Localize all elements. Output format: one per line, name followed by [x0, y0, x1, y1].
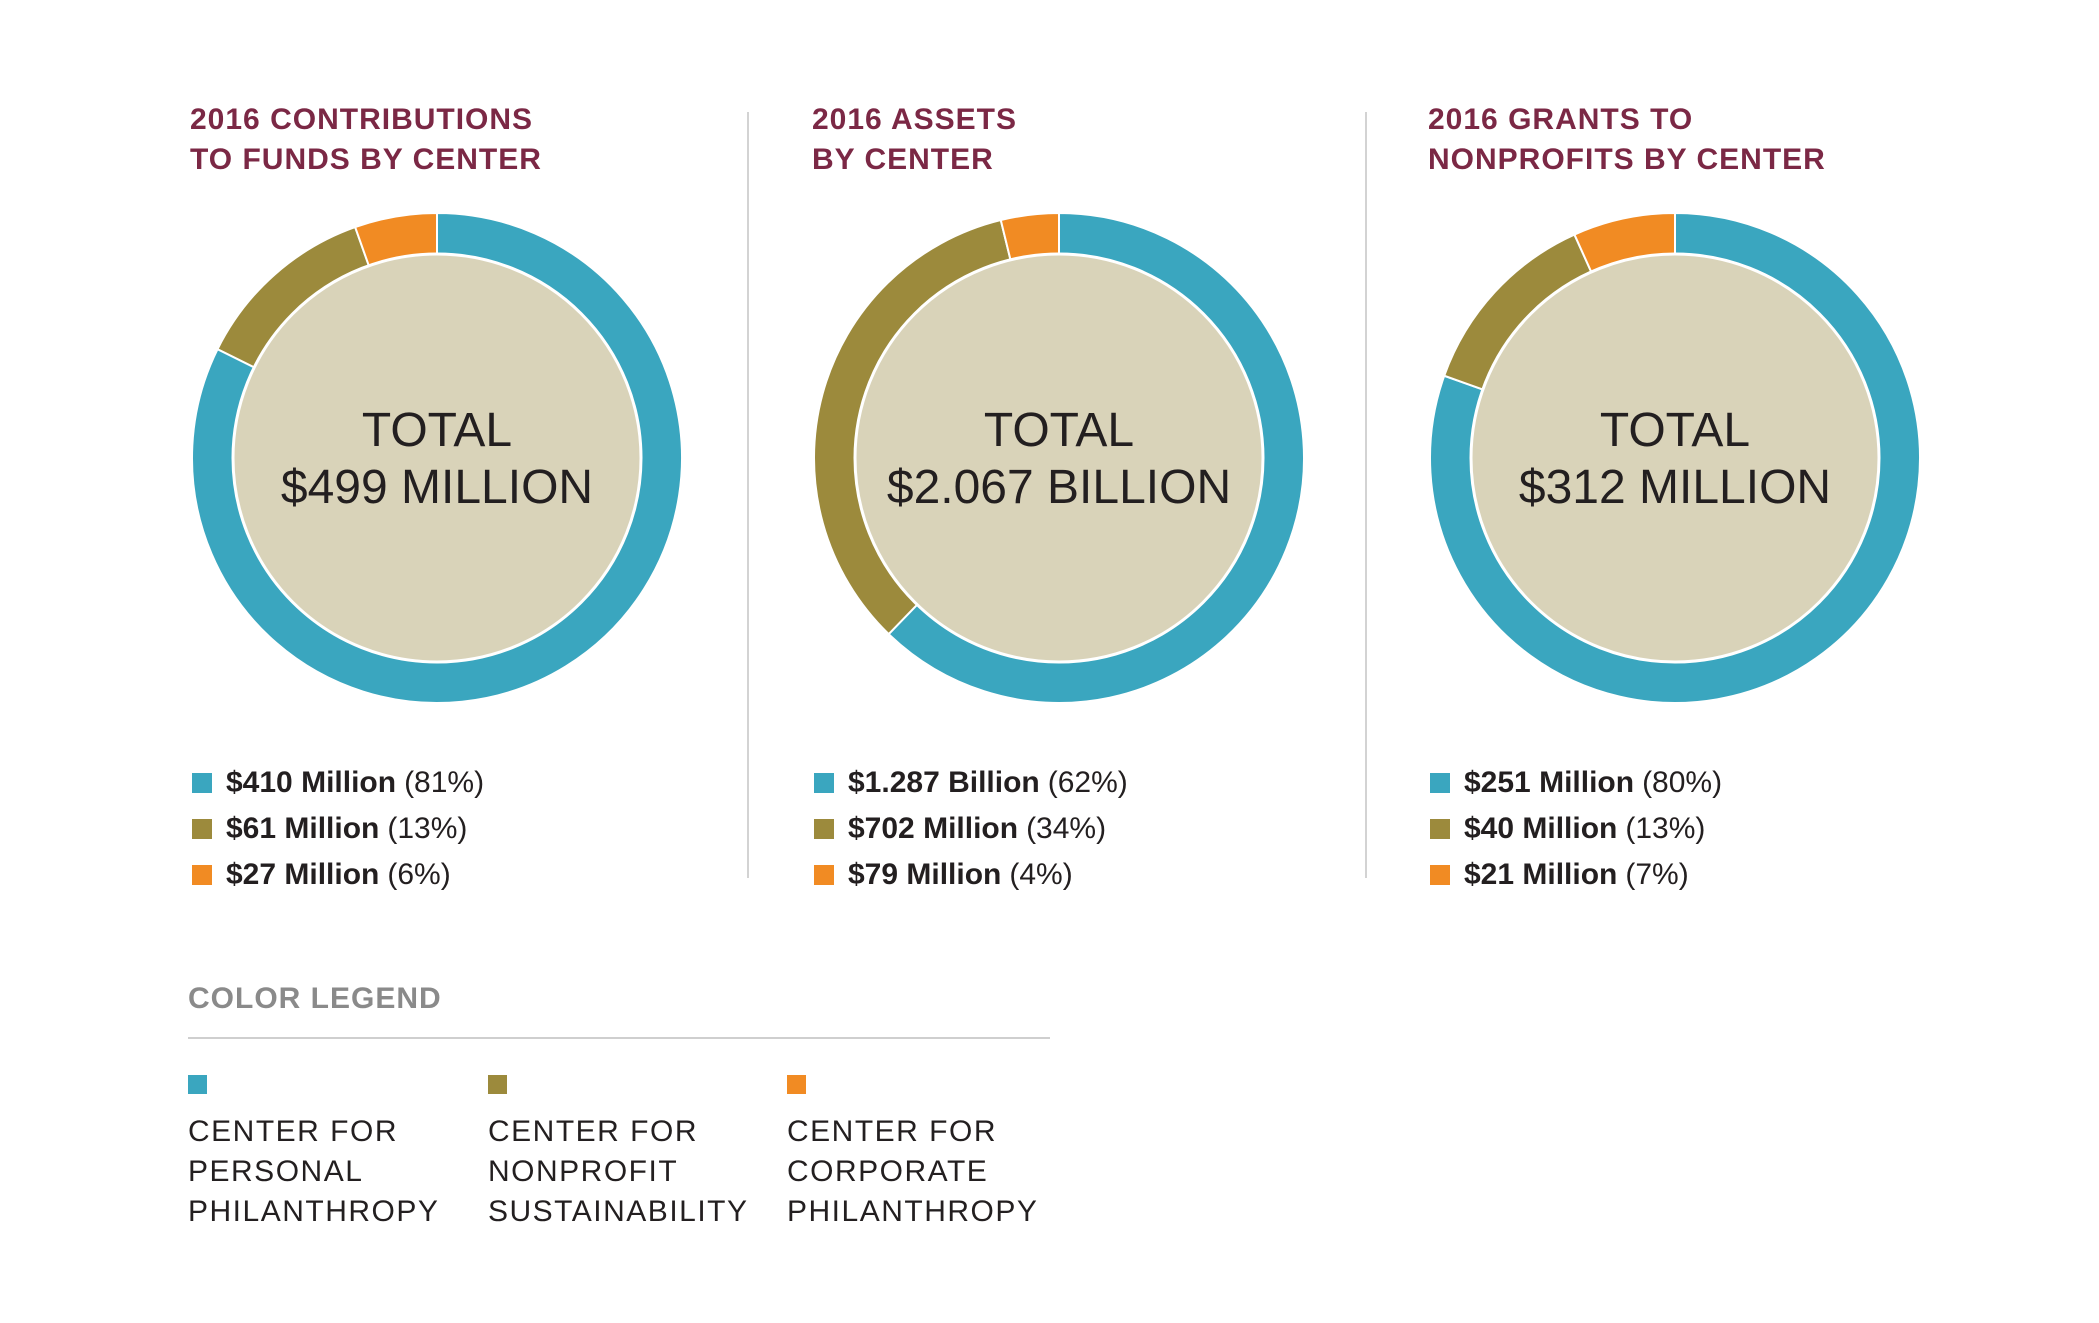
chart-panel-contributions: 2016 CONTRIBUTIONS TO FUNDS BY CENTER TO…	[160, 0, 800, 900]
value-amount: $61 Million	[226, 812, 380, 845]
value-percent: (34%)	[1026, 812, 1107, 845]
chart-panel-grants: 2016 GRANTS TO NONPROFITS BY CENTER TOTA…	[1398, 0, 2038, 900]
value-item-personal: $251 Million (80%)	[1430, 760, 1990, 806]
color-legend-title: COLOR LEGEND	[188, 982, 442, 1015]
value-list: $1.287 Billion (62%) $702 Million (34%) …	[814, 760, 1374, 898]
value-amount: $79 Million	[848, 858, 1002, 891]
corporate-swatch	[192, 865, 212, 885]
legend-item-corporate: CENTER FOR CORPORATE PHILANTHROPY	[787, 1075, 1077, 1232]
center-total-value: $2.067 BILLION	[887, 461, 1231, 514]
donut-center	[231, 252, 643, 664]
donut-chart-contributions: TOTAL $499 MILLION	[192, 213, 682, 703]
value-amount: $27 Million	[226, 858, 380, 891]
nonprofit-swatch	[488, 1075, 507, 1094]
center-total-label: TOTAL	[1600, 404, 1750, 457]
value-percent: (13%)	[1625, 812, 1706, 845]
value-item-nonprofit: $702 Million (34%)	[814, 806, 1374, 852]
panel-divider	[747, 112, 749, 878]
donut-center	[1469, 252, 1881, 664]
nonprofit-swatch	[814, 819, 834, 839]
value-item-corporate: $79 Million (4%)	[814, 852, 1374, 898]
corporate-swatch	[787, 1075, 806, 1094]
legend-label: CENTER FOR CORPORATE PHILANTHROPY	[787, 1115, 1039, 1228]
value-percent: (81%)	[404, 766, 485, 799]
donut-center	[853, 252, 1265, 664]
donut-chart-grants: TOTAL $312 MILLION	[1430, 213, 1920, 703]
value-list: $410 Million (81%) $61 Million (13%) $27…	[192, 760, 752, 898]
center-total-label: TOTAL	[362, 404, 512, 457]
donut-chart-assets: TOTAL $2.067 BILLION	[814, 213, 1304, 703]
personal-swatch	[814, 773, 834, 793]
nonprofit-swatch	[192, 819, 212, 839]
value-amount: $251 Million	[1464, 766, 1635, 799]
chart-title: 2016 GRANTS TO NONPROFITS BY CENTER	[1428, 103, 1826, 176]
value-item-nonprofit: $61 Million (13%)	[192, 806, 752, 852]
center-total-value: $499 MILLION	[281, 461, 593, 514]
corporate-swatch	[814, 865, 834, 885]
nonprofit-swatch	[1430, 819, 1450, 839]
legend-item-nonprofit: CENTER FOR NONPROFIT SUSTAINABILITY	[488, 1075, 778, 1232]
legend-label: CENTER FOR NONPROFIT SUSTAINABILITY	[488, 1115, 749, 1228]
value-item-corporate: $21 Million (7%)	[1430, 852, 1990, 898]
value-percent: (80%)	[1642, 766, 1723, 799]
legend-item-personal: CENTER FOR PERSONAL PHILANTHROPY	[188, 1075, 478, 1232]
value-amount: $40 Million	[1464, 812, 1618, 845]
value-percent: (62%)	[1047, 766, 1128, 799]
value-percent: (13%)	[387, 812, 468, 845]
value-item-personal: $410 Million (81%)	[192, 760, 752, 806]
value-amount: $702 Million	[848, 812, 1019, 845]
center-total-value: $312 MILLION	[1519, 461, 1831, 514]
value-item-corporate: $27 Million (6%)	[192, 852, 752, 898]
corporate-swatch	[1430, 865, 1450, 885]
value-item-nonprofit: $40 Million (13%)	[1430, 806, 1990, 852]
value-amount: $410 Million	[226, 766, 397, 799]
personal-swatch	[192, 773, 212, 793]
personal-swatch	[1430, 773, 1450, 793]
value-list: $251 Million (80%) $40 Million (13%) $21…	[1430, 760, 1990, 898]
legend-label: CENTER FOR PERSONAL PHILANTHROPY	[188, 1115, 440, 1228]
value-amount: $21 Million	[1464, 858, 1618, 891]
value-item-personal: $1.287 Billion (62%)	[814, 760, 1374, 806]
value-percent: (4%)	[1009, 858, 1073, 891]
panel-divider	[1365, 112, 1367, 878]
value-amount: $1.287 Billion	[848, 766, 1040, 799]
chart-panel-assets: 2016 ASSETS BY CENTER TOTAL $2.067 BILLI…	[782, 0, 1422, 900]
center-total-label: TOTAL	[984, 404, 1134, 457]
chart-title: 2016 CONTRIBUTIONS TO FUNDS BY CENTER	[190, 103, 542, 176]
value-percent: (6%)	[387, 858, 451, 891]
chart-title: 2016 ASSETS BY CENTER	[812, 103, 1017, 176]
personal-swatch	[188, 1075, 207, 1094]
value-percent: (7%)	[1625, 858, 1689, 891]
color-legend-divider	[188, 1037, 1050, 1039]
